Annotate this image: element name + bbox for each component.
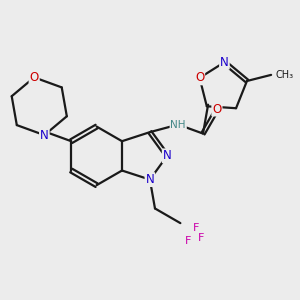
Text: N: N — [220, 56, 229, 69]
Text: F: F — [193, 223, 200, 232]
Text: NH: NH — [170, 120, 186, 130]
Text: O: O — [195, 71, 204, 84]
Text: O: O — [29, 71, 39, 84]
Text: F: F — [198, 233, 204, 243]
Text: N: N — [146, 173, 154, 186]
Text: CH₃: CH₃ — [275, 70, 294, 80]
Text: O: O — [212, 103, 222, 116]
Text: F: F — [184, 236, 191, 246]
Text: N: N — [163, 149, 172, 162]
Text: N: N — [40, 129, 49, 142]
